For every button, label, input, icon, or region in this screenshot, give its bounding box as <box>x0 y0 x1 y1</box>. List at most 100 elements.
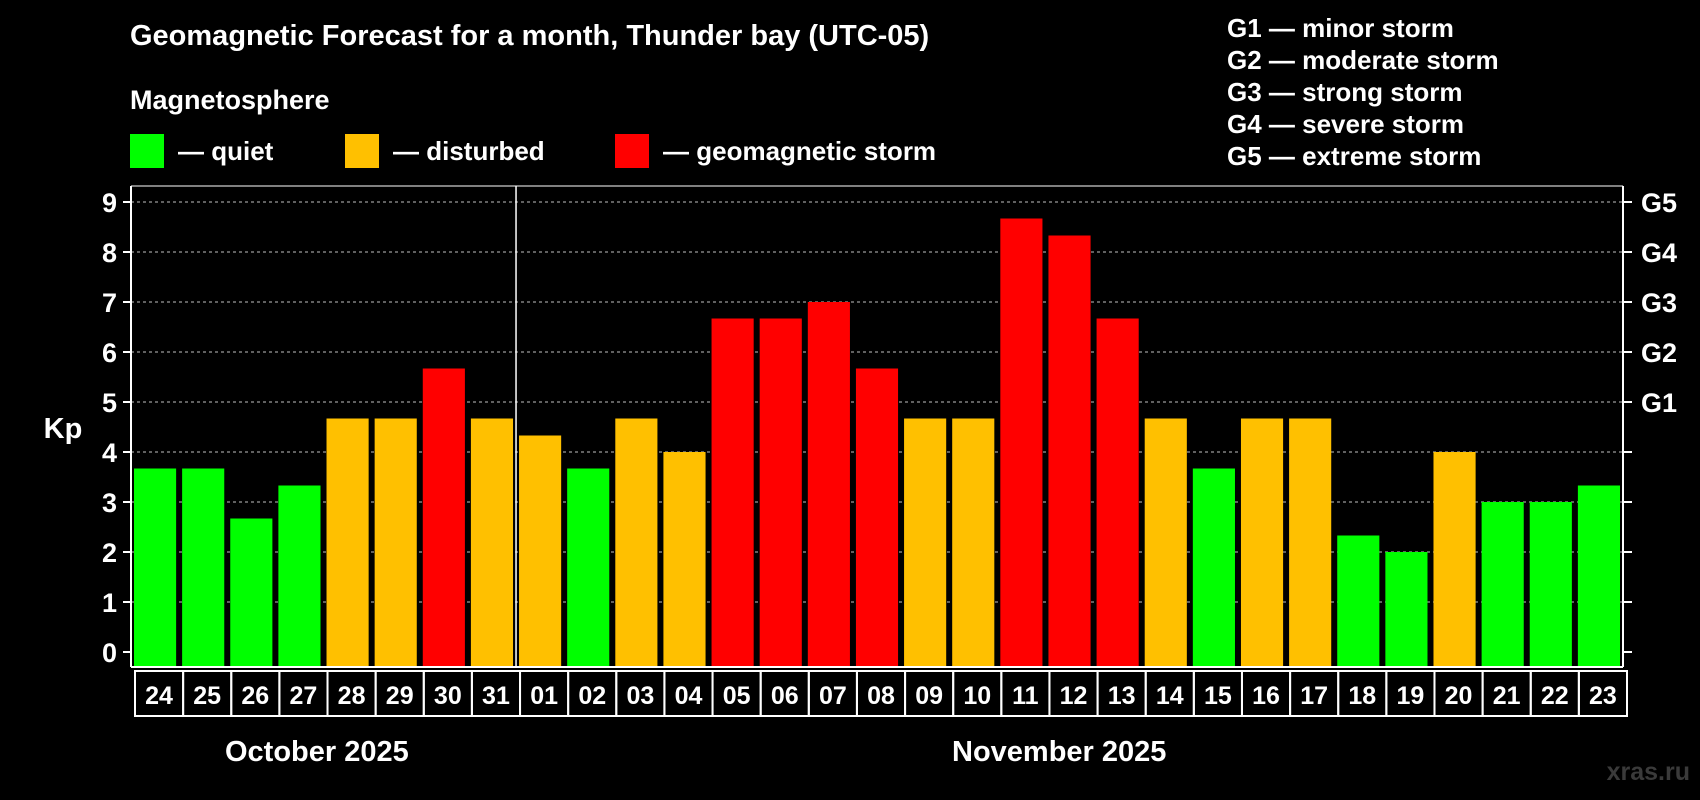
chart-title: Geomagnetic Forecast for a month, Thunde… <box>130 20 930 52</box>
kp-bar <box>952 418 995 668</box>
kp-bar <box>663 452 706 668</box>
x-tick-label: 09 <box>915 682 943 710</box>
g-scale-item: G2 — moderate storm <box>1227 45 1499 75</box>
x-tick-label: 15 <box>1204 682 1232 710</box>
x-tick-label: 26 <box>241 682 269 710</box>
x-tick-label: 22 <box>1541 682 1569 710</box>
y-tick-label: 9 <box>102 188 117 218</box>
kp-bar <box>1481 502 1524 668</box>
x-tick-label: 24 <box>145 682 173 710</box>
magnetosphere-title: Magnetosphere <box>130 85 330 115</box>
kp-bar <box>326 418 369 668</box>
g-scale-item: G3 — strong storm <box>1227 77 1463 107</box>
kp-bar <box>1385 552 1428 668</box>
x-tick-label: 01 <box>530 682 558 710</box>
kp-bar <box>1048 235 1091 668</box>
legend-quiet-swatch <box>130 134 164 168</box>
legend-storm-label: — geomagnetic storm <box>663 135 937 166</box>
g-level-label: G3 <box>1641 288 1677 318</box>
x-tick-label: 28 <box>338 682 366 710</box>
date-cell <box>1577 670 1629 717</box>
kp-bar <box>1529 502 1572 668</box>
g-scale-legend: G1 — minor storm G2 — moderate storm G3 … <box>1227 12 1499 172</box>
kp-bar <box>519 435 562 668</box>
x-tick-label: 30 <box>434 682 462 710</box>
kp-bar <box>1337 535 1380 668</box>
watermark: xras.ru <box>1606 758 1690 786</box>
kp-bar <box>230 518 273 668</box>
x-tick-label: 07 <box>819 682 847 710</box>
g-scale-item: G1 — minor storm <box>1227 13 1454 43</box>
x-tick-label: 04 <box>675 682 703 710</box>
kp-bar <box>1240 418 1284 668</box>
x-tick-label: 16 <box>1252 682 1280 710</box>
kp-bar <box>759 318 802 668</box>
x-tick-label: 19 <box>1397 682 1425 710</box>
legend-disturbed: — disturbed <box>345 134 545 168</box>
legend-storm-swatch <box>615 134 649 168</box>
y-tick-label: 7 <box>102 288 117 318</box>
kp-bar <box>1577 485 1620 668</box>
g-scale-item: G4 — severe storm <box>1227 109 1465 139</box>
x-tick-label: 17 <box>1300 682 1328 710</box>
x-tick-label: 12 <box>1060 682 1088 710</box>
kp-bar <box>1433 452 1476 668</box>
x-tick-label: 05 <box>723 682 751 710</box>
legend-disturbed-label: — disturbed <box>393 135 545 166</box>
kp-bar <box>470 418 514 668</box>
month-label-october: October 2025 <box>225 736 409 768</box>
kp-bar <box>1096 318 1139 668</box>
x-tick-label: 14 <box>1156 682 1184 710</box>
x-tick-label: 25 <box>193 682 221 710</box>
kp-bar <box>1000 218 1043 668</box>
g-level-label: G1 <box>1641 388 1677 418</box>
kp-bar <box>615 418 658 668</box>
kp-bar <box>278 485 321 668</box>
y-tick-label: 5 <box>102 388 117 418</box>
x-tick-label: 18 <box>1348 682 1376 710</box>
x-tick-label: 29 <box>386 682 414 710</box>
x-tick-label: 11 <box>1012 682 1039 710</box>
y-tick-label: 8 <box>102 238 117 268</box>
x-tick-label: 20 <box>1445 682 1473 710</box>
x-tick-label: 23 <box>1589 682 1617 710</box>
kp-bar <box>134 468 177 668</box>
g-scale-item: G5 — extreme storm <box>1227 141 1482 171</box>
y-axis-title: Kp <box>44 413 83 445</box>
x-tick-label: 21 <box>1493 682 1521 710</box>
kp-bar <box>1192 468 1235 668</box>
y-tick-label: 6 <box>102 338 117 368</box>
kp-bar <box>1289 418 1332 668</box>
x-tick-label: 08 <box>867 682 895 710</box>
y-tick-label: 0 <box>102 638 117 668</box>
g-level-label: G4 <box>1641 238 1677 268</box>
kp-bar <box>904 418 947 668</box>
x-tick-label: 31 <box>482 682 510 710</box>
x-tick-label: 13 <box>1108 682 1136 710</box>
kp-bar <box>422 368 465 668</box>
x-tick-label: 06 <box>771 682 799 710</box>
x-tick-label: 27 <box>290 682 318 710</box>
kp-bar <box>182 468 225 668</box>
legend-quiet: — quiet <box>130 134 273 168</box>
month-label-november: November 2025 <box>952 736 1167 768</box>
y-tick-label: 1 <box>102 588 117 618</box>
y-tick-label: 2 <box>102 538 117 568</box>
g-level-label: G5 <box>1641 188 1677 218</box>
kp-bar <box>807 302 850 668</box>
kp-bar <box>1144 418 1187 668</box>
g-level-label: G2 <box>1641 338 1677 368</box>
x-tick-label: 02 <box>578 682 606 710</box>
kp-bar <box>711 318 754 668</box>
x-tick-label: 03 <box>626 682 654 710</box>
legend-storm: — geomagnetic storm <box>615 134 936 168</box>
y-tick-label: 4 <box>102 438 117 468</box>
x-tick-label: 10 <box>963 682 991 710</box>
y-tick-label: 3 <box>102 488 117 518</box>
legend-quiet-label: — quiet <box>178 135 274 166</box>
legend-disturbed-swatch <box>345 134 379 168</box>
kp-bar <box>567 468 610 668</box>
kp-bar <box>374 418 417 668</box>
kp-bar <box>855 368 899 668</box>
